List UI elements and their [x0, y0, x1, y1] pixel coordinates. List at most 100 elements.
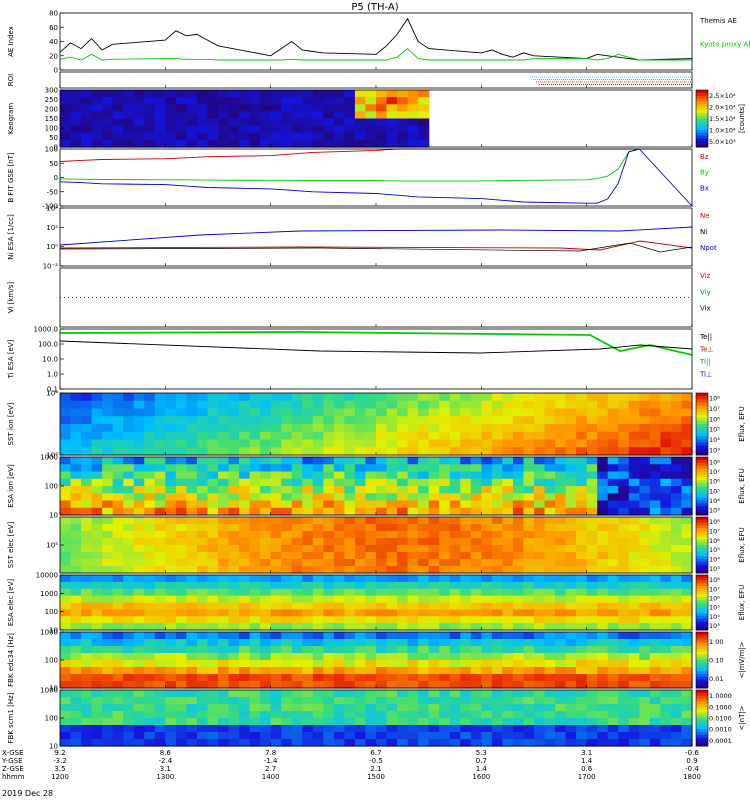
heatmap-cell: [544, 639, 556, 647]
heatmap-cell: [112, 697, 124, 705]
heatmap-cell: [239, 602, 251, 610]
heatmap-cell: [218, 90, 230, 98]
heatmap-cell: [649, 524, 661, 532]
density-ne-line: [59, 240, 693, 251]
heatmap-cell: [249, 581, 261, 590]
heatmap-cell: [70, 566, 82, 574]
heatmap-cell: [102, 602, 114, 610]
heatmap-cell: [144, 447, 156, 456]
heatmap-cell: [386, 646, 398, 654]
heatmap-cell: [565, 439, 577, 448]
heatmap-cell: [407, 704, 419, 712]
heatmap-cell: [102, 118, 114, 127]
heatmap-cell: [123, 125, 135, 134]
heatmap-cell: [386, 424, 398, 433]
y-tick-label: 50: [49, 134, 58, 142]
heatmap-cell: [260, 424, 272, 433]
heatmap-cell: [628, 690, 640, 698]
heatmap-cell: [91, 118, 103, 127]
heatmap-cell: [323, 616, 335, 624]
heatmap-cell: [660, 471, 672, 480]
heatmap-cell: [239, 725, 251, 733]
heatmap-cell: [154, 104, 166, 112]
heatmap-cell: [597, 739, 609, 747]
heatmap-cell: [123, 704, 135, 712]
heatmap-cell: [512, 725, 525, 733]
heatmap-cell: [70, 493, 82, 502]
heatmap-cell: [418, 408, 430, 417]
heatmap-cell: [239, 674, 251, 682]
heatmap-cell: [186, 639, 198, 647]
heatmap-cell: [512, 704, 525, 712]
heatmap-cell: [597, 602, 609, 610]
colorbar-step: [696, 575, 708, 579]
heatmap-cell: [523, 732, 535, 740]
heatmap-cell: [418, 725, 430, 733]
heatmap-cell: [154, 732, 166, 740]
heatmap-cell: [376, 408, 388, 417]
heatmap-cell: [270, 531, 282, 539]
heatmap-cell: [649, 471, 661, 480]
heatmap-cell: [649, 667, 661, 675]
ephemeris-value: 1.4: [581, 757, 593, 765]
heatmap-cell: [207, 595, 219, 604]
heatmap-cell: [523, 566, 535, 574]
heatmap-cell: [186, 632, 198, 640]
heatmap-cell: [207, 697, 219, 705]
heatmap-cell: [428, 704, 440, 712]
heatmap-cell: [70, 732, 82, 740]
heatmap-cell: [544, 674, 556, 682]
heatmap-cell: [502, 581, 514, 590]
heatmap-cell: [681, 632, 693, 640]
heatmap-cell: [365, 139, 377, 148]
heatmap-cell: [681, 408, 693, 417]
heatmap-cell: [281, 408, 293, 417]
heatmap-cell: [407, 517, 419, 525]
heatmap-cell: [386, 552, 398, 560]
heatmap-cell: [207, 111, 219, 120]
heatmap-cell: [418, 660, 430, 668]
heatmap-cell: [576, 632, 588, 640]
heatmap-cell: [70, 667, 82, 675]
heatmap-cell: [628, 478, 640, 487]
heatmap-cell: [502, 559, 514, 567]
y-tick-label: 1000: [40, 590, 58, 598]
heatmap-cell: [102, 478, 114, 487]
heatmap-cell: [449, 464, 461, 473]
heatmap-cell: [418, 653, 430, 661]
heatmap-cell: [344, 704, 356, 712]
heatmap-cell: [175, 575, 187, 583]
heatmap-cell: [502, 739, 514, 747]
heatmap-cell: [428, 559, 440, 567]
heatmap-cell: [439, 739, 451, 747]
heatmap-cell: [249, 486, 261, 494]
heatmap-cell: [186, 90, 198, 98]
heatmap-cell: [397, 639, 409, 647]
heatmap-cell: [649, 431, 661, 441]
heatmap-cell: [565, 507, 577, 516]
heatmap-cell: [323, 125, 335, 134]
heatmap-cell: [365, 431, 377, 441]
heatmap-cell: [639, 393, 651, 402]
heatmap-cell: [123, 725, 135, 733]
colorbar-step: [696, 465, 708, 470]
heatmap-cell: [649, 595, 661, 604]
colorbar-step: [696, 488, 708, 493]
heatmap-cell: [470, 457, 482, 465]
heatmap-cell: [249, 517, 261, 525]
heatmap-cell: [460, 431, 472, 441]
heatmap-cell: [449, 486, 461, 494]
heatmap-cell: [449, 595, 461, 604]
heatmap-cell: [512, 471, 525, 480]
heatmap-cell: [81, 566, 93, 574]
heatmap-cell: [270, 538, 282, 546]
heatmap-cell: [175, 517, 187, 525]
heatmap-cell: [428, 464, 440, 473]
heatmap-cell: [639, 732, 651, 740]
heatmap-cell: [428, 660, 440, 668]
heatmap-cell: [544, 447, 556, 456]
heatmap-cell: [112, 739, 124, 747]
heatmap-cell: [555, 739, 567, 747]
heatmap-cell: [555, 725, 567, 733]
